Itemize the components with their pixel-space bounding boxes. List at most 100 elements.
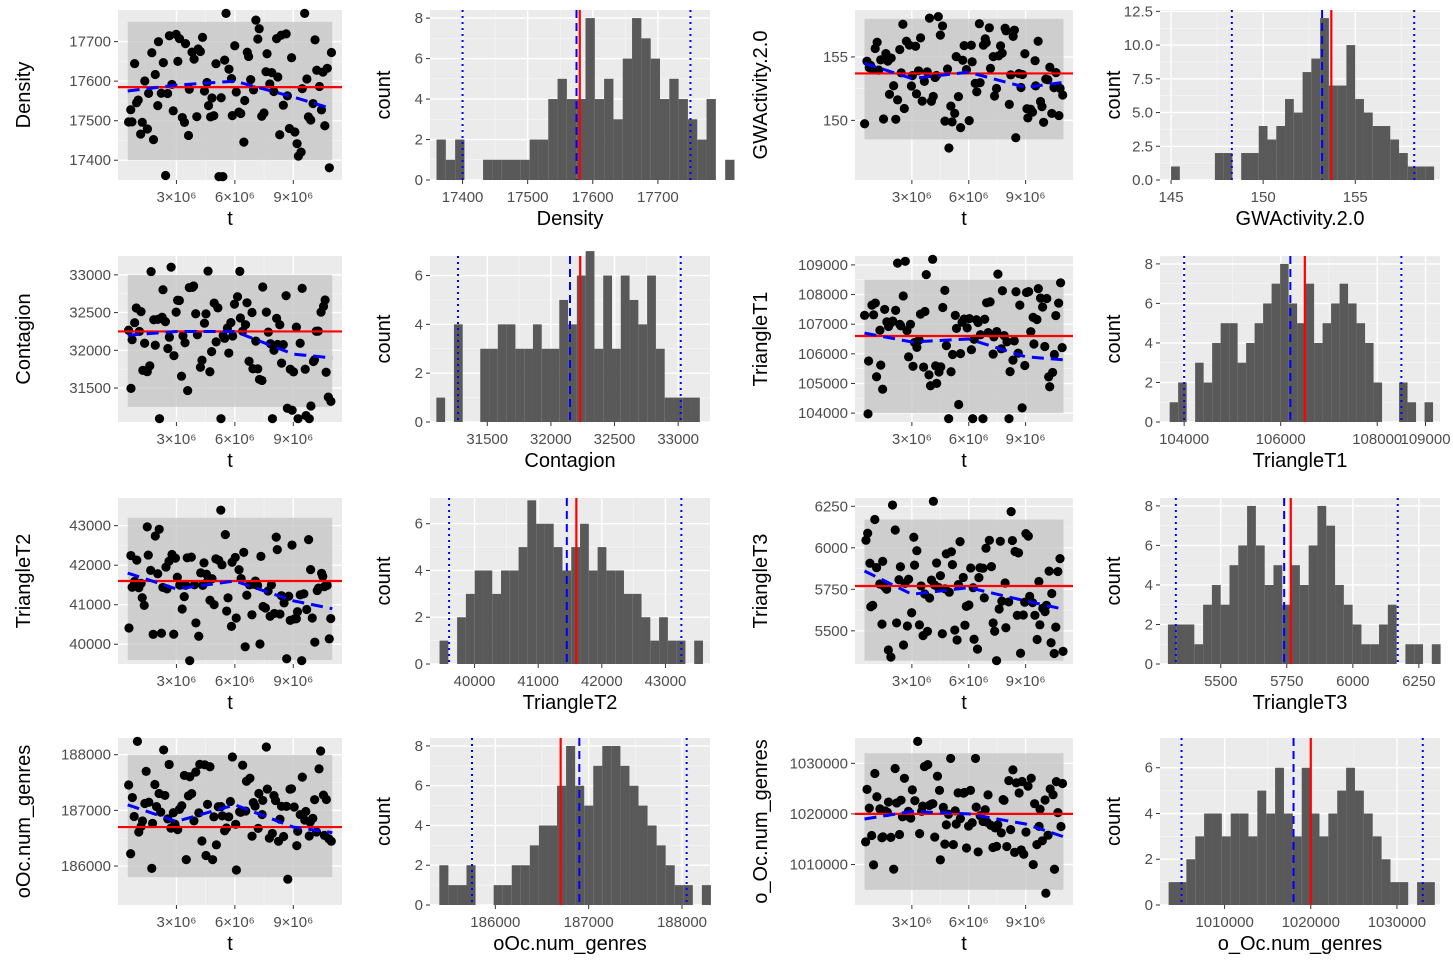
data-point [868,860,879,870]
y-tick-label: 187000 [61,802,111,819]
data-point [937,21,948,31]
data-point [1047,108,1057,119]
data-point [1014,788,1024,798]
data-point [869,310,879,320]
data-point [209,111,219,121]
data-point [1045,382,1055,392]
data-point [964,600,974,610]
y-tick-label: 33000 [69,267,111,284]
y-tick-label: 2 [415,609,423,626]
y-tick-label: 7.5 [1132,71,1153,88]
panel-3: 0.0 2.5 5.0 7.5 10.0 12.5 145 150 155 GWActivity.… [1103,3,1440,230]
histogram-bar [593,765,603,905]
data-point [1023,781,1033,791]
y-tick-label: 4 [415,817,423,834]
histogram-bar [1176,624,1186,664]
data-point [169,629,179,639]
y-axis-label: count [373,70,395,119]
y-tick-label: 108000 [798,287,848,304]
y-tick-label: 150 [823,112,848,129]
histogram-bar [1282,604,1292,664]
data-point [282,654,292,664]
data-point [297,656,307,666]
data-point [968,414,978,424]
data-point [917,96,927,106]
data-point [225,796,235,807]
panel-8: 40000 41000 42000 43000 3×10⁶ 6×10⁶ 9×10⁶ t Tria… [13,498,342,714]
data-point [256,551,266,561]
data-point [883,645,893,655]
data-point [1048,367,1058,378]
data-point [1034,576,1044,587]
x-tick-label: 40000 [454,673,496,690]
data-point [928,254,938,264]
histogram-bar [1238,545,1248,664]
data-point [297,772,307,782]
data-point [915,33,926,43]
histogram-bar [1363,112,1373,180]
data-point [178,331,188,341]
smooth-line [127,79,333,111]
x-axis-label: Density [537,208,604,230]
y-axis-label: count [1103,797,1125,846]
smooth-line [864,61,1064,89]
data-point [253,823,263,833]
data-point [297,283,307,294]
data-point [908,361,918,371]
data-point [230,41,240,51]
histogram-bar [687,119,698,180]
histogram-bar [1211,584,1221,664]
panel-6: 104000 105000 106000 107000 108000 109000 3×10… [750,254,1073,472]
data-point [168,106,178,116]
histogram-bar [465,593,475,664]
histogram-bar [1203,382,1213,422]
histogram-bar [1288,303,1298,422]
data-point [232,292,243,302]
y-tick-label: 6250 [815,498,848,515]
histogram-bar [1285,99,1294,180]
data-point [191,767,201,777]
data-point [905,319,916,329]
data-point [262,49,272,59]
data-point [244,356,254,366]
data-point [1018,610,1028,620]
y-tick-label: 6 [415,51,423,68]
histogram-bar [529,845,539,905]
histogram-bar [1414,644,1424,664]
x-tick-label: 42000 [581,673,623,690]
histogram-bar [1177,882,1187,905]
panel-1: 0 2 4 6 8 17400 17500 17600 17700 Density count [373,10,735,230]
data-point [983,790,993,800]
data-point [187,788,197,799]
histogram-bar [1301,767,1311,905]
data-point [1044,566,1054,576]
histogram-bar [1257,790,1267,905]
panel-10: 5500 5750 6000 6250 3×10⁶ 6×10⁶ 9×10⁶ t Triangle… [750,496,1073,714]
data-point [146,565,156,575]
data-point [1004,775,1014,786]
data-point [932,378,942,388]
x-tick-label: 6×10⁶ [949,189,989,206]
histogram-bar [1273,565,1283,664]
histogram-bar [1292,836,1302,905]
data-point [1030,56,1040,66]
data-point [928,799,938,809]
data-point [271,532,281,542]
data-point [1013,548,1024,558]
data-point [276,358,287,368]
data-point [181,855,191,865]
y-tick-label: 2 [1145,851,1153,868]
data-point [870,768,880,779]
data-point [958,572,968,583]
data-point [950,108,960,118]
data-point [145,361,155,371]
data-point [1009,25,1019,35]
data-point [147,863,157,874]
data-point [1054,110,1064,121]
data-point [258,282,268,292]
data-point [211,840,221,850]
histogram-bar [501,570,510,664]
data-point [980,805,990,815]
data-point [1038,302,1048,312]
histogram-bar [1348,303,1357,422]
